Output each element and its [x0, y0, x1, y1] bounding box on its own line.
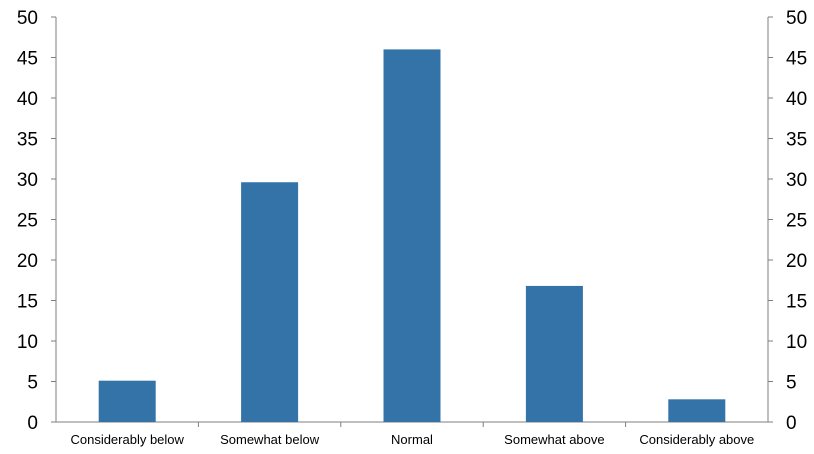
right-y-tick-label: 0: [786, 413, 797, 434]
category-label: Somewhat above: [504, 432, 604, 447]
bar: [668, 399, 726, 422]
left-y-tick-label: 0: [27, 413, 38, 434]
left-y-tick-label: 5: [27, 373, 38, 394]
bar: [383, 49, 441, 423]
right-y-tick-label: 30: [786, 170, 807, 191]
category-labels: Considerably below Somewhat below Normal So…: [70, 432, 754, 447]
right-y-tick-label: 10: [786, 332, 807, 353]
left-y-tick-label: 20: [17, 251, 38, 272]
right-y-tick-label: 15: [786, 292, 807, 313]
category-label: Considerably above: [639, 432, 754, 447]
bar: [98, 380, 156, 422]
left-y-tick-label: 35: [17, 130, 38, 151]
bar: [241, 182, 299, 422]
left-y-tick-label: 50: [17, 8, 38, 29]
right-y-tick-labels: 0 5 10 15 20 25 30 35 40 45 50: [786, 8, 807, 434]
right-y-tick-label: 20: [786, 251, 807, 272]
right-y-tick-label: 50: [786, 8, 807, 29]
left-y-tick-labels: 0 5 10 15 20 25 30 35 40 45 50: [17, 8, 38, 434]
left-y-tick-label: 10: [17, 332, 38, 353]
left-y-tick-label: 45: [17, 49, 38, 70]
category-label: Considerably below: [70, 432, 184, 447]
right-y-tick-label: 5: [786, 373, 797, 394]
left-y-tick-label: 30: [17, 170, 38, 191]
left-y-tick-label: 15: [17, 292, 38, 313]
category-label: Somewhat below: [220, 432, 320, 447]
left-y-tick-label: 25: [17, 211, 38, 232]
right-y-tick-label: 35: [786, 130, 807, 151]
category-label: Normal: [391, 432, 433, 447]
right-y-tick-label: 40: [786, 89, 807, 110]
left-y-tick-label: 40: [17, 89, 38, 110]
right-y-tick-label: 45: [786, 49, 807, 70]
bars-group: [98, 49, 726, 423]
bar: [525, 285, 583, 422]
right-y-tick-label: 25: [786, 211, 807, 232]
